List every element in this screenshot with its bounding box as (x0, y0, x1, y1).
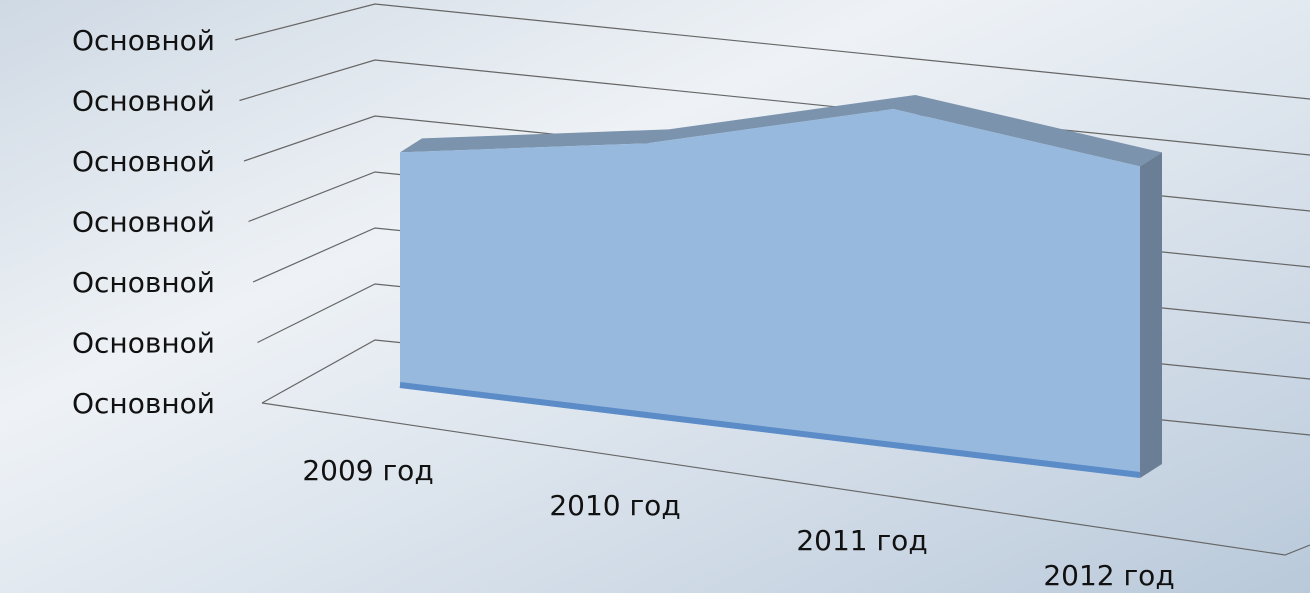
area (400, 109, 1140, 478)
y-tick-label: Основной (72, 266, 215, 299)
area-top (400, 95, 1162, 167)
x-tick-label: 2010 год (549, 489, 680, 522)
area-side (1140, 152, 1162, 478)
y-tick-label: Основной (72, 85, 215, 118)
y-tick-label: Основной (72, 145, 215, 178)
x-tick-label: 2009 год (302, 454, 433, 487)
grid-line (234, 3, 1310, 100)
x-tick-label: 2011 год (796, 524, 927, 557)
y-tick-label: Основной (72, 387, 215, 420)
y-tick-label: Основной (72, 206, 215, 239)
y-tick-label: Основной (72, 24, 215, 57)
area-base (399, 382, 1141, 478)
x-tick-label: 2012 год (1043, 559, 1174, 592)
floor-edge (261, 402, 1310, 556)
y-tick-label: Основной (72, 327, 215, 360)
